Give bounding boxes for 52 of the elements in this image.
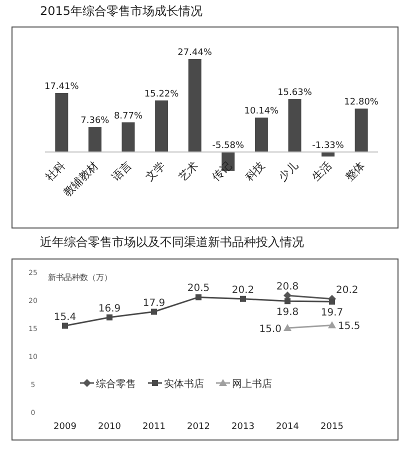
- data-label: -1.33%: [312, 141, 344, 151]
- x-tick-label: 2014: [276, 422, 300, 432]
- data-label: 20.2: [336, 284, 358, 296]
- data-label: 20.2: [232, 284, 254, 296]
- point: [151, 308, 157, 315]
- y-axis-title: 新书品种数（万）: [48, 273, 112, 282]
- x-tick-label: 整体: [342, 158, 368, 184]
- data-label: 15.0: [259, 324, 282, 335]
- data-label: 17.41%: [44, 82, 80, 92]
- data-label: 19.7: [320, 308, 344, 319]
- data-label: 12.80%: [344, 98, 379, 108]
- point: [328, 321, 336, 328]
- data-label: 15.22%: [144, 89, 180, 100]
- x-tick-label: 文学: [142, 158, 168, 184]
- point: [106, 314, 112, 320]
- data-label: 19.8: [276, 307, 299, 318]
- data-label: 27.44%: [178, 48, 212, 58]
- x-tick-label: 2011: [142, 422, 166, 432]
- data-label: 16.9: [98, 303, 121, 314]
- x-tick-label: 2009: [54, 422, 77, 432]
- data-label: 7.36%: [80, 116, 110, 126]
- point: [196, 294, 202, 300]
- data-label: 10.14%: [244, 106, 280, 117]
- x-tick-label: 2012: [187, 422, 210, 432]
- point: [62, 322, 68, 329]
- data-label: 15.63%: [278, 88, 312, 98]
- data-label: 8.77%: [114, 111, 143, 122]
- legend-label: 综合零售: [96, 378, 136, 390]
- data-label: 20.8: [276, 282, 299, 293]
- data-label: -5.58%: [212, 141, 245, 151]
- point: [284, 324, 292, 331]
- x-tick-label: 2015: [320, 422, 344, 432]
- x-tick-label: 生活: [309, 158, 334, 184]
- data-label: 15.4: [54, 312, 76, 323]
- chart-title: 近年综合零售市场以及不同渠道新书品种投入情况: [40, 235, 304, 249]
- legend-label: 实体书店: [164, 378, 204, 390]
- x-tick-label: 语言: [110, 158, 134, 184]
- point: [329, 298, 335, 305]
- point: [284, 298, 290, 304]
- x-tick-label: 科技: [242, 158, 268, 184]
- point: [240, 296, 246, 302]
- data-label: 17.9: [142, 298, 166, 309]
- x-tick-label: 少儿: [276, 158, 301, 184]
- chart-title: 2015年综合零售市场成长情况: [40, 4, 203, 18]
- x-tick-label: 2010: [98, 422, 122, 432]
- data-label: 20.5: [187, 283, 210, 294]
- x-tick-label: 艺术: [176, 158, 201, 184]
- x-tick-label: 2013: [232, 422, 254, 432]
- data-label: 15.5: [338, 321, 360, 332]
- legend-label: 网上书店: [232, 378, 272, 390]
- x-tick-label: 传记: [210, 158, 234, 184]
- x-tick-label: 社科: [43, 158, 68, 184]
